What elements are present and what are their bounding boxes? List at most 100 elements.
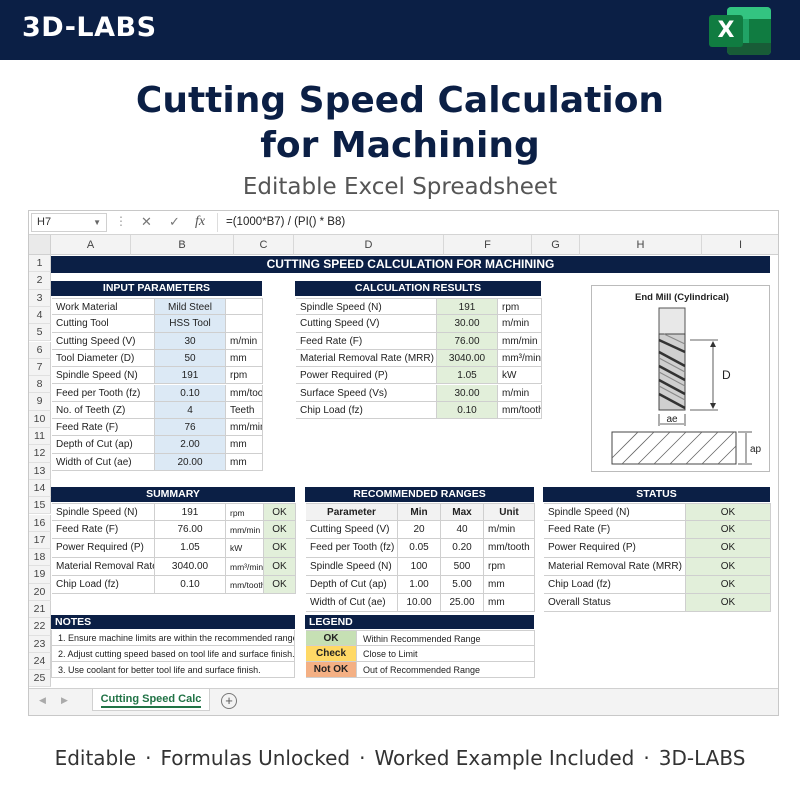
column-header[interactable]: C: [234, 235, 294, 255]
summary-row-unit-cell[interactable]: mm/tooth: [226, 575, 264, 594]
row-header[interactable]: 14: [29, 479, 51, 498]
row-header[interactable]: 22: [29, 618, 51, 636]
input-row-label-cell[interactable]: Work Material: [52, 298, 155, 316]
column-header[interactable]: D: [294, 235, 444, 255]
input-row-value-cell[interactable]: Mild Steel: [155, 298, 226, 316]
result-row-unit-cell[interactable]: m/min: [498, 315, 542, 333]
status-row-label-cell[interactable]: Overall Status: [544, 594, 686, 613]
summary-row-label-cell[interactable]: Spindle Speed (N): [52, 503, 155, 522]
input-row-label-cell[interactable]: Width of Cut (ae): [52, 453, 155, 471]
range-row-max-cell[interactable]: 0.20: [441, 539, 484, 558]
row-header[interactable]: 16: [29, 514, 51, 532]
range-row-max-cell[interactable]: 40: [441, 521, 484, 540]
row-header[interactable]: 4: [29, 306, 51, 325]
range-row-param-cell[interactable]: Cutting Speed (V): [306, 521, 398, 540]
summary-row-value-cell[interactable]: 3040.00: [155, 557, 226, 576]
column-header[interactable]: F: [444, 235, 532, 255]
result-row-label-cell[interactable]: Material Removal Rate (MRR): [296, 349, 437, 368]
range-row-max-cell[interactable]: 500: [441, 557, 484, 576]
input-row-unit-cell[interactable]: mm/min: [226, 419, 263, 437]
result-row-value-cell[interactable]: 0.10: [437, 401, 498, 420]
column-header[interactable]: G: [532, 235, 580, 255]
result-row-unit-cell[interactable]: mm³/min: [498, 349, 542, 368]
input-row-value-cell[interactable]: 50: [155, 349, 226, 368]
result-row-unit-cell[interactable]: m/min: [498, 384, 542, 402]
confirm-icon[interactable]: ✓: [169, 214, 180, 229]
range-row-param-cell[interactable]: Spindle Speed (N): [306, 557, 398, 576]
summary-row-unit-cell[interactable]: kW: [226, 539, 264, 558]
input-row-label-cell[interactable]: Depth of Cut (ap): [52, 436, 155, 454]
select-all-corner[interactable]: [29, 235, 51, 255]
input-row-unit-cell[interactable]: m/min: [226, 332, 263, 350]
status-row-value-cell[interactable]: OK: [686, 503, 771, 522]
row-header[interactable]: 13: [29, 462, 51, 480]
range-row-min-cell[interactable]: 0.05: [398, 539, 441, 558]
input-row-label-cell[interactable]: Cutting Tool: [52, 315, 155, 333]
status-row-value-cell[interactable]: OK: [686, 521, 771, 540]
row-header[interactable]: 3: [29, 289, 51, 307]
result-row-unit-cell[interactable]: mm/min: [498, 332, 542, 350]
cell-grid[interactable]: CUTTING SPEED CALCULATION FOR MACHINING …: [51, 255, 778, 688]
add-sheet-icon[interactable]: +: [221, 693, 237, 709]
input-row-value-cell[interactable]: 2.00: [155, 436, 226, 454]
input-row-unit-cell[interactable]: Teeth: [226, 401, 263, 420]
input-row-label-cell[interactable]: Feed per Tooth (fz): [52, 384, 155, 402]
range-row-unit-cell[interactable]: mm: [484, 594, 535, 613]
summary-row-status-cell[interactable]: OK: [264, 557, 296, 576]
input-row-label-cell[interactable]: Spindle Speed (N): [52, 367, 155, 385]
input-row-value-cell[interactable]: 30: [155, 332, 226, 350]
cancel-icon[interactable]: ✕: [141, 214, 152, 229]
column-header[interactable]: H: [580, 235, 702, 255]
row-header[interactable]: 24: [29, 652, 51, 671]
row-header[interactable]: 6: [29, 341, 51, 359]
input-row-value-cell[interactable]: HSS Tool: [155, 315, 226, 333]
input-row-unit-cell[interactable]: rpm: [226, 367, 263, 385]
summary-row-value-cell[interactable]: 76.00: [155, 521, 226, 540]
input-row-label-cell[interactable]: No. of Teeth (Z): [52, 401, 155, 420]
range-row-unit-cell[interactable]: mm: [484, 575, 535, 594]
result-row-value-cell[interactable]: 76.00: [437, 332, 498, 350]
row-header[interactable]: 17: [29, 531, 51, 550]
range-row-unit-cell[interactable]: mm/tooth: [484, 539, 535, 558]
input-row-unit-cell[interactable]: mm/tooth: [226, 384, 263, 402]
result-row-value-cell[interactable]: 191: [437, 298, 498, 316]
row-header[interactable]: 23: [29, 635, 51, 653]
status-row-value-cell[interactable]: OK: [686, 557, 771, 576]
result-row-label-cell[interactable]: Spindle Speed (N): [296, 298, 437, 316]
result-row-unit-cell[interactable]: rpm: [498, 298, 542, 316]
result-row-value-cell[interactable]: 30.00: [437, 384, 498, 402]
range-row-unit-cell[interactable]: m/min: [484, 521, 535, 540]
status-row-label-cell[interactable]: Power Required (P): [544, 539, 686, 558]
row-header[interactable]: 19: [29, 566, 51, 584]
chevron-down-icon[interactable]: ▼: [93, 218, 101, 227]
summary-row-unit-cell[interactable]: mm³/min: [226, 557, 264, 576]
row-header[interactable]: 8: [29, 376, 51, 394]
range-row-min-cell[interactable]: 10.00: [398, 594, 441, 613]
range-row-param-cell[interactable]: Depth of Cut (ap): [306, 575, 398, 594]
range-row-max-cell[interactable]: 5.00: [441, 575, 484, 594]
input-row-unit-cell[interactable]: mm: [226, 453, 263, 471]
status-row-label-cell[interactable]: Material Removal Rate (MRR): [544, 557, 686, 576]
result-row-value-cell[interactable]: 3040.00: [437, 349, 498, 368]
summary-row-label-cell[interactable]: Power Required (P): [52, 539, 155, 558]
input-row-unit-cell[interactable]: mm: [226, 436, 263, 454]
input-row-unit-cell[interactable]: [226, 315, 263, 333]
row-header[interactable]: 20: [29, 583, 51, 601]
input-row-unit-cell[interactable]: mm: [226, 349, 263, 368]
input-row-label-cell[interactable]: Feed Rate (F): [52, 419, 155, 437]
status-row-label-cell[interactable]: Feed Rate (F): [544, 521, 686, 540]
column-header[interactable]: I: [702, 235, 778, 255]
name-box[interactable]: H7 ▼: [31, 213, 107, 232]
column-header[interactable]: B: [131, 235, 234, 255]
summary-row-status-cell[interactable]: OK: [264, 575, 296, 594]
input-row-label-cell[interactable]: Cutting Speed (V): [52, 332, 155, 350]
summary-row-label-cell[interactable]: Material Removal Rate (MRR): [52, 557, 155, 576]
result-row-unit-cell[interactable]: mm/tooth: [498, 401, 542, 420]
range-row-min-cell[interactable]: 20: [398, 521, 441, 540]
input-row-label-cell[interactable]: Tool Diameter (D): [52, 349, 155, 368]
row-header[interactable]: 18: [29, 549, 51, 567]
status-row-label-cell[interactable]: Spindle Speed (N): [544, 503, 686, 522]
result-row-label-cell[interactable]: Power Required (P): [296, 367, 437, 385]
status-row-value-cell[interactable]: OK: [686, 539, 771, 558]
row-header[interactable]: 5: [29, 324, 51, 342]
